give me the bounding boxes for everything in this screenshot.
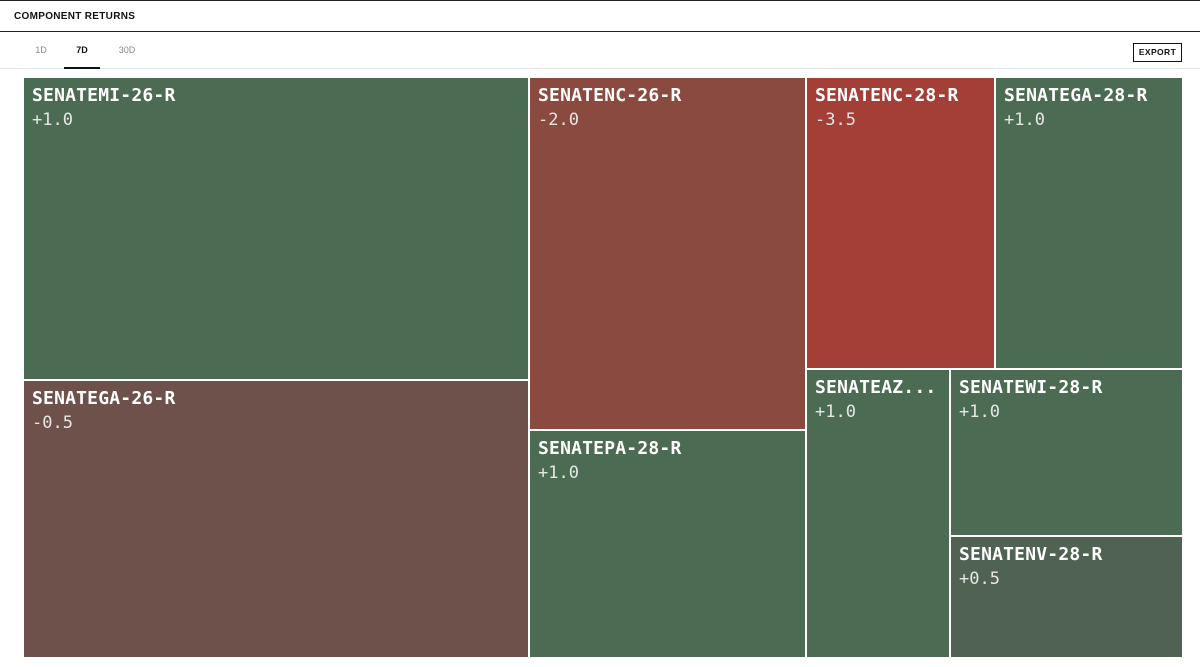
tile-senatewi-28-r[interactable]: SENATEWI-28-R +1.0: [950, 369, 1183, 536]
tile-value: -3.5: [815, 110, 856, 130]
tile-senatega-26-r[interactable]: SENATEGA-26-R -0.5: [23, 380, 529, 658]
tile-value: +0.5: [959, 569, 1000, 589]
tile-name: SENATEGA-28-R: [1004, 85, 1148, 106]
tile-value: +1.0: [32, 110, 73, 130]
tile-value: +1.0: [959, 402, 1000, 422]
tile-value: -0.5: [32, 413, 73, 433]
tile-senateaz[interactable]: SENATEAZ... +1.0: [806, 369, 950, 658]
tile-name: SENATEAZ...: [815, 377, 937, 398]
tile-value: +1.0: [538, 463, 579, 483]
tile-name: SENATEGA-26-R: [32, 388, 176, 409]
tile-senatenv-28-r[interactable]: SENATENV-28-R +0.5: [950, 536, 1183, 658]
tile-value: +1.0: [815, 402, 856, 422]
returns-treemap: SENATEMI-26-R +1.0 SENATEGA-26-R -0.5 SE…: [23, 77, 1183, 658]
tile-senatemi-26-r[interactable]: SENATEMI-26-R +1.0: [23, 77, 529, 380]
tile-name: SENATENC-26-R: [538, 85, 682, 106]
tile-name: SENATEPA-28-R: [538, 438, 682, 459]
export-button[interactable]: EXPORT: [1133, 43, 1182, 62]
tile-value: +1.0: [1004, 110, 1045, 130]
tile-value: -2.0: [538, 110, 579, 130]
page-title: COMPONENT RETURNS: [14, 11, 136, 22]
tile-senatega-28-r[interactable]: SENATEGA-28-R +1.0: [995, 77, 1183, 369]
tab-7d[interactable]: 7D: [64, 45, 100, 69]
tile-name: SENATEWI-28-R: [959, 377, 1103, 398]
tile-senatenc-28-r[interactable]: SENATENC-28-R -3.5: [806, 77, 995, 369]
timeframe-tabs: 1D 7D 30D EXPORT: [0, 32, 1200, 69]
tile-senatepa-28-r[interactable]: SENATEPA-28-R +1.0: [529, 430, 806, 658]
tile-name: SENATENC-28-R: [815, 85, 959, 106]
tile-name: SENATENV-28-R: [959, 544, 1103, 565]
header-bar: COMPONENT RETURNS: [0, 0, 1200, 32]
tile-senatenc-26-r[interactable]: SENATENC-26-R -2.0: [529, 77, 806, 430]
tile-name: SENATEMI-26-R: [32, 85, 176, 106]
tab-1d[interactable]: 1D: [35, 45, 47, 55]
tab-30d[interactable]: 30D: [118, 45, 136, 55]
